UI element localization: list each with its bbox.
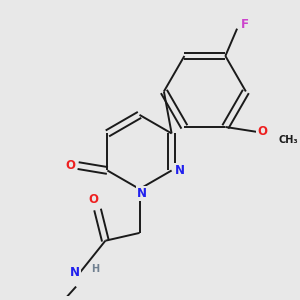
Text: O: O: [257, 125, 267, 138]
Text: N: N: [70, 266, 80, 279]
Text: O: O: [65, 159, 75, 172]
Text: N: N: [136, 188, 146, 200]
Text: F: F: [241, 18, 249, 31]
Text: O: O: [89, 193, 99, 206]
Text: CH₃: CH₃: [278, 135, 298, 145]
Text: H: H: [92, 264, 100, 274]
Text: N: N: [174, 164, 184, 177]
